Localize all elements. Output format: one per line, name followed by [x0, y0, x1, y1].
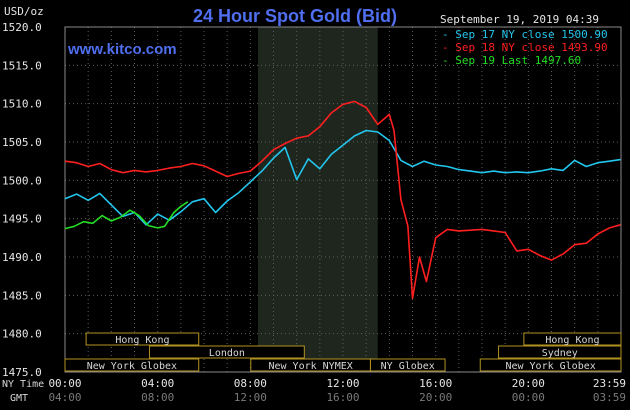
- y-tick-label: 1475.0: [2, 366, 42, 379]
- x-tick-label-gmt: 12:00: [234, 391, 267, 404]
- x-tick-label-ny: 12:00: [326, 377, 359, 390]
- y-axis-unit: USD/oz: [4, 5, 44, 18]
- x-tick-label-gmt: 00:00: [512, 391, 545, 404]
- chart-datetime: September 19, 2019 04:39: [440, 13, 599, 26]
- price-series: [64, 100, 621, 300]
- y-tick-label: 1515.0: [2, 59, 42, 72]
- session-label: London: [209, 348, 245, 359]
- y-tick-label: 1510.0: [2, 98, 42, 111]
- session-ny-globex: NY Globex: [369, 358, 446, 372]
- series-line-0: [64, 129, 621, 226]
- x-tick-label-ny: 20:00: [512, 377, 545, 390]
- series-line-1: [64, 100, 621, 300]
- x-tick-label-gmt: 03:59: [593, 391, 626, 404]
- session-box: [479, 358, 622, 372]
- x-tick-label-ny: 00:00: [48, 377, 81, 390]
- session-hong-kong: Hong Kong: [523, 332, 622, 346]
- x-tick-label-gmt: 20:00: [419, 391, 452, 404]
- y-tick-label: 1505.0: [2, 136, 42, 149]
- y-tick-label: 1520.0: [2, 21, 42, 34]
- session-label: Hong Kong: [115, 335, 169, 346]
- market-sessions: Hong Kong London New York Globex New York N…: [64, 332, 622, 372]
- legend: - Sep 17 NY close 1500.90- Sep 18 NY clo…: [442, 28, 608, 67]
- session-sydney: Sydney: [498, 345, 622, 359]
- legend-item: - Sep 18 NY close 1493.90: [442, 41, 608, 54]
- session-box: [85, 332, 200, 346]
- series-line-2: [64, 201, 189, 230]
- chart-title: 24 Hour Spot Gold (Bid): [193, 6, 397, 26]
- session-label: New York Globex: [505, 361, 595, 372]
- session-label: New York Globex: [87, 361, 177, 372]
- session-box: [64, 358, 200, 372]
- session-label: Hong Kong: [545, 335, 599, 346]
- session-box: [148, 345, 305, 359]
- legend-item: - Sep 19 Last 1497.60: [442, 54, 581, 67]
- y-tick-label: 1485.0: [2, 289, 42, 302]
- x-axis-ticks: 00:0004:0004:0008:0008:0012:0012:0016:00…: [48, 377, 626, 404]
- x-tick-label-gmt: 08:00: [141, 391, 174, 404]
- session-london: London: [148, 345, 305, 359]
- x-tick-label-ny: 04:00: [141, 377, 174, 390]
- session-new-york-globex: New York Globex: [64, 358, 200, 372]
- watermark-link[interactable]: www.kitco.com: [67, 41, 177, 58]
- x-tick-label-gmt: 16:00: [326, 391, 359, 404]
- y-axis-ticks: 1520.0 1515.0 1510.0 1505.0 1500.0 1495.0 1490…: [2, 21, 42, 379]
- session-new-york-globex: New York Globex: [479, 358, 622, 372]
- session-box: [498, 345, 622, 359]
- gmt-axis-label: GMT: [10, 393, 28, 404]
- session-box: [369, 358, 446, 372]
- session-hong-kong: Hong Kong: [85, 332, 200, 346]
- x-tick-label-ny: 08:00: [234, 377, 267, 390]
- session-label: New York NYMEX: [268, 361, 352, 372]
- session-box: [523, 332, 622, 346]
- plot-border: [64, 26, 622, 373]
- legend-item: - Sep 17 NY close 1500.90: [442, 28, 608, 41]
- ny-time-axis-label: NY Time: [2, 379, 44, 390]
- session-label: NY Globex: [381, 361, 435, 372]
- y-tick-label: 1495.0: [2, 213, 42, 226]
- x-tick-label-gmt: 04:00: [48, 391, 81, 404]
- x-tick-label-ny: 23:59: [593, 377, 626, 390]
- session-new-york-nymex: New York NYMEX: [250, 358, 371, 372]
- y-tick-label: 1500.0: [2, 174, 42, 187]
- y-tick-label: 1480.0: [2, 328, 42, 341]
- x-tick-label-ny: 16:00: [419, 377, 452, 390]
- nymex-session-shading: [257, 27, 378, 372]
- y-tick-label: 1490.0: [2, 251, 42, 264]
- session-label: Sydney: [542, 348, 578, 359]
